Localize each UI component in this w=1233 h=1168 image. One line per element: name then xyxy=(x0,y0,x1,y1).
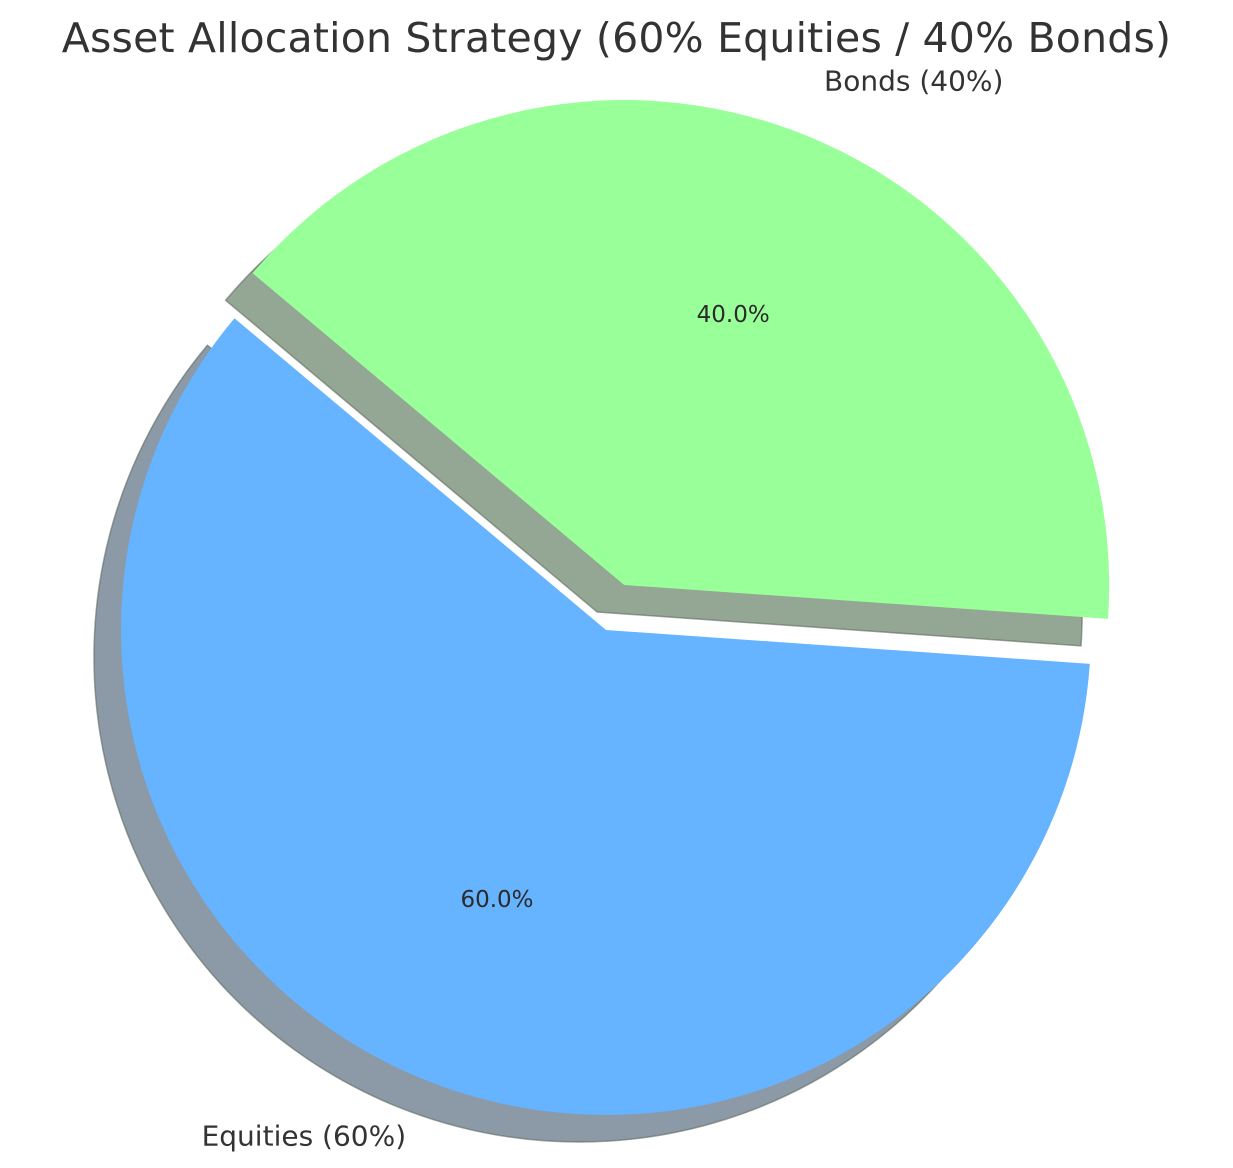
slice-label-bonds: Bonds (40%) xyxy=(824,64,1003,97)
slice-layer xyxy=(121,100,1110,1115)
chart-title: Asset Allocation Strategy (60% Equities … xyxy=(61,14,1172,62)
label-layer: Equities (60%) 60.0% Bonds (40%) 40.0% xyxy=(202,64,1004,1152)
slice-label-equities: Equities (60%) xyxy=(202,1119,407,1152)
pie-slice-equities xyxy=(121,318,1090,1115)
pct-label-equities: 60.0% xyxy=(460,887,533,913)
pie-slice-bonds xyxy=(252,100,1110,619)
pct-label-bonds: 40.0% xyxy=(697,302,770,328)
